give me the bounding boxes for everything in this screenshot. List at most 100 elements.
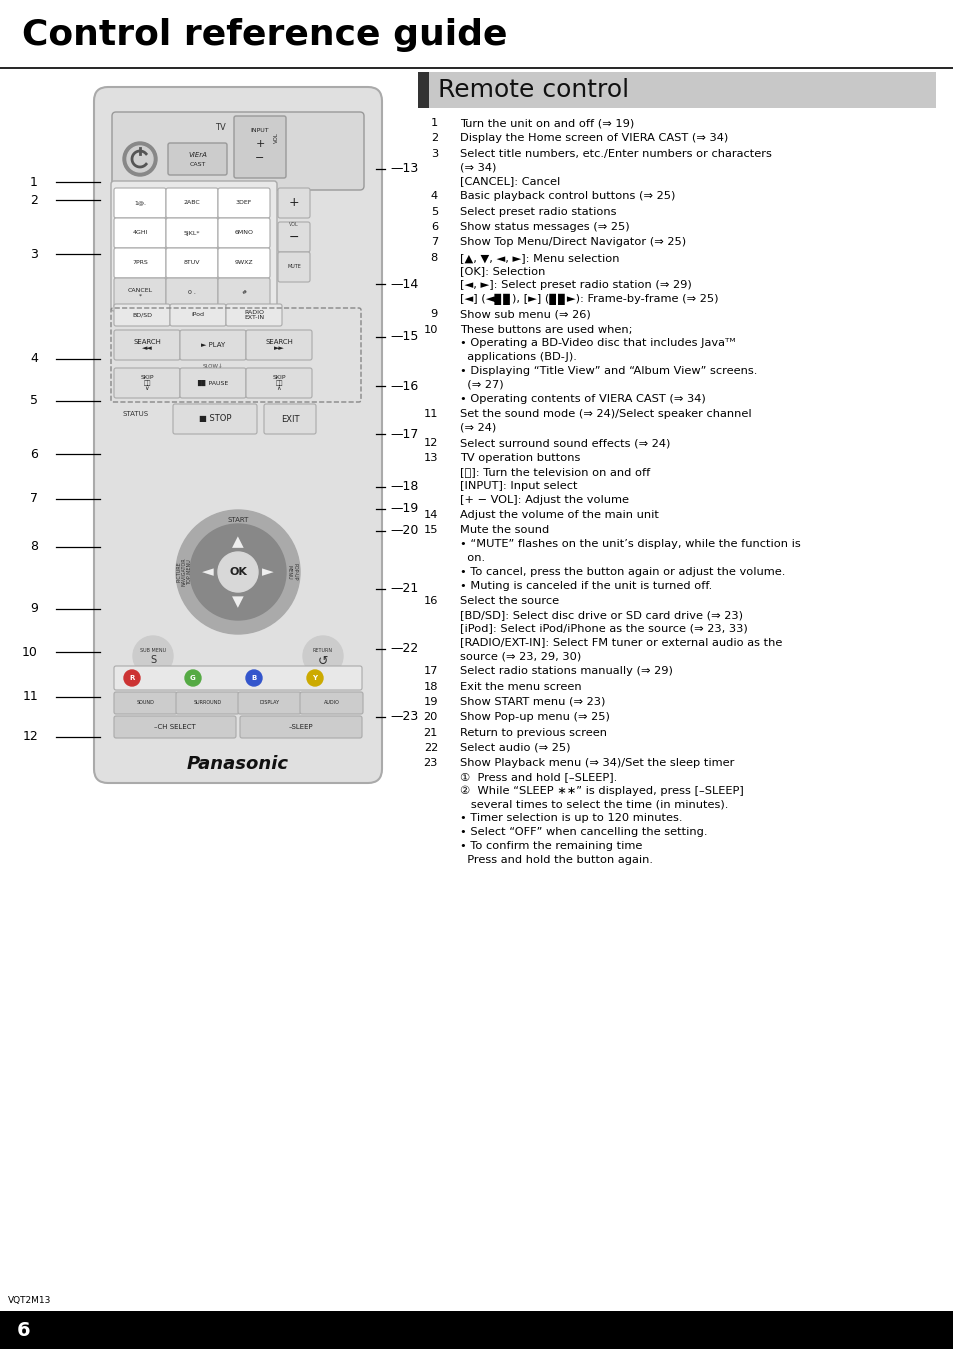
FancyBboxPatch shape: [237, 692, 301, 714]
Text: 9: 9: [431, 309, 437, 320]
Text: 23: 23: [423, 758, 437, 768]
Text: −: −: [255, 152, 264, 163]
Text: SKIP
⏭⏭
∧: SKIP ⏭⏭ ∧: [272, 375, 286, 391]
Text: +: +: [255, 139, 264, 148]
Text: 10: 10: [22, 646, 38, 658]
FancyBboxPatch shape: [226, 304, 282, 326]
Text: 6: 6: [30, 448, 38, 460]
Text: —21: —21: [390, 583, 417, 595]
Text: Control reference guide: Control reference guide: [22, 18, 507, 53]
Text: iPod: iPod: [192, 313, 204, 317]
Text: SUB MENU: SUB MENU: [140, 648, 166, 653]
Text: [INPUT]: Input select: [INPUT]: Input select: [459, 482, 577, 491]
Text: • Displaying “Title View” and “Album View” screens.: • Displaying “Title View” and “Album Vie…: [459, 366, 757, 376]
Text: • To confirm the remaining time: • To confirm the remaining time: [459, 840, 641, 851]
Text: 8TUV: 8TUV: [184, 260, 200, 266]
Text: Return to previous screen: Return to previous screen: [459, 727, 606, 738]
Text: Show status messages (⇒ 25): Show status messages (⇒ 25): [459, 223, 629, 232]
Text: 9WXZ: 9WXZ: [234, 260, 253, 266]
Text: 18: 18: [423, 681, 437, 692]
Text: 12: 12: [22, 731, 38, 743]
Circle shape: [123, 142, 157, 175]
Text: Y: Y: [313, 674, 317, 681]
Text: B: B: [251, 674, 256, 681]
FancyBboxPatch shape: [233, 116, 286, 178]
Text: 2: 2: [30, 193, 38, 206]
Text: ②  While “SLEEP ∗∗” is displayed, press [–SLEEP]: ② While “SLEEP ∗∗” is displayed, press […: [459, 786, 743, 796]
Text: 7PRS: 7PRS: [132, 260, 148, 266]
Text: 22: 22: [423, 743, 437, 753]
Text: Select audio (⇒ 25): Select audio (⇒ 25): [459, 743, 570, 753]
Text: 20: 20: [423, 712, 437, 722]
Text: Select radio stations manually (⇒ 29): Select radio stations manually (⇒ 29): [459, 666, 672, 676]
Text: (⇒ 34): (⇒ 34): [459, 162, 496, 173]
Text: 21: 21: [423, 727, 437, 738]
Text: Exit the menu screen: Exit the menu screen: [459, 681, 581, 692]
Text: [OK]: Selection: [OK]: Selection: [459, 267, 545, 277]
FancyBboxPatch shape: [113, 188, 166, 219]
Text: 1@.: 1@.: [133, 201, 146, 205]
Text: —19: —19: [390, 502, 417, 515]
Text: Select the source: Select the source: [459, 596, 558, 606]
FancyBboxPatch shape: [218, 248, 270, 278]
Text: —23: —23: [390, 711, 417, 723]
Text: Remote control: Remote control: [437, 78, 628, 103]
Text: ▊▊ PAUSE: ▊▊ PAUSE: [197, 380, 229, 386]
Text: —13: —13: [390, 162, 417, 175]
Text: SOUND: SOUND: [136, 700, 154, 706]
Text: several times to select the time (in minutes).: several times to select the time (in min…: [459, 800, 727, 809]
Text: 1: 1: [30, 175, 38, 189]
Text: 9: 9: [30, 603, 38, 615]
Text: AUDIO: AUDIO: [323, 700, 339, 706]
Text: [◄, ►]: Select preset radio station (⇒ 29): [◄, ►]: Select preset radio station (⇒ 2…: [459, 281, 691, 290]
Bar: [417, 71, 429, 108]
Text: EXIT: EXIT: [280, 414, 299, 424]
Text: 3DEF: 3DEF: [235, 201, 252, 205]
FancyBboxPatch shape: [166, 278, 218, 308]
FancyBboxPatch shape: [277, 223, 310, 252]
Text: • Muting is canceled if the unit is turned off.: • Muting is canceled if the unit is turn…: [459, 580, 712, 591]
Text: 2: 2: [431, 134, 437, 143]
Text: • To cancel, press the button again or adjust the volume.: • To cancel, press the button again or a…: [459, 567, 784, 577]
Text: Select preset radio stations: Select preset radio stations: [459, 206, 616, 217]
Text: S: S: [150, 656, 156, 665]
Text: (⇒ 27): (⇒ 27): [459, 380, 503, 390]
Text: [⏻]: Turn the television on and off: [⏻]: Turn the television on and off: [459, 467, 650, 478]
FancyBboxPatch shape: [166, 219, 218, 248]
Text: Select title numbers, etc./Enter numbers or characters: Select title numbers, etc./Enter numbers…: [459, 148, 771, 159]
Circle shape: [190, 523, 286, 621]
Circle shape: [218, 552, 257, 592]
Text: SLOW↓: SLOW↓: [202, 363, 223, 368]
Text: ■ STOP: ■ STOP: [198, 414, 231, 424]
Text: ◄: ◄: [202, 564, 213, 580]
Text: 15: 15: [423, 525, 437, 536]
FancyBboxPatch shape: [113, 716, 235, 738]
Text: [BD/SD]: Select disc drive or SD card drive (⇒ 23): [BD/SD]: Select disc drive or SD card dr…: [459, 610, 742, 619]
Text: +: +: [289, 197, 299, 209]
Text: ▼: ▼: [232, 595, 244, 610]
Text: 6: 6: [431, 223, 437, 232]
Text: 7: 7: [431, 237, 437, 247]
Text: OK: OK: [229, 567, 247, 577]
Text: 5: 5: [431, 206, 437, 217]
FancyBboxPatch shape: [246, 331, 312, 360]
FancyBboxPatch shape: [299, 692, 363, 714]
Text: –SLEEP: –SLEEP: [289, 724, 313, 730]
Text: 4GHI: 4GHI: [132, 231, 148, 236]
Circle shape: [185, 670, 201, 687]
Text: 3: 3: [431, 148, 437, 159]
Text: 5: 5: [30, 394, 38, 407]
FancyBboxPatch shape: [113, 248, 166, 278]
Text: START: START: [227, 517, 249, 523]
FancyBboxPatch shape: [180, 331, 246, 360]
Text: MUTE: MUTE: [287, 264, 300, 270]
Text: 3: 3: [30, 247, 38, 260]
Text: 6: 6: [17, 1321, 30, 1340]
Text: 8: 8: [30, 541, 38, 553]
Circle shape: [124, 670, 140, 687]
Text: source (⇒ 23, 29, 30): source (⇒ 23, 29, 30): [459, 652, 580, 661]
Text: TV: TV: [214, 123, 225, 132]
Bar: [0, 1311, 953, 1349]
Text: G: G: [190, 674, 195, 681]
Text: ► PLAY: ► PLAY: [201, 343, 225, 348]
